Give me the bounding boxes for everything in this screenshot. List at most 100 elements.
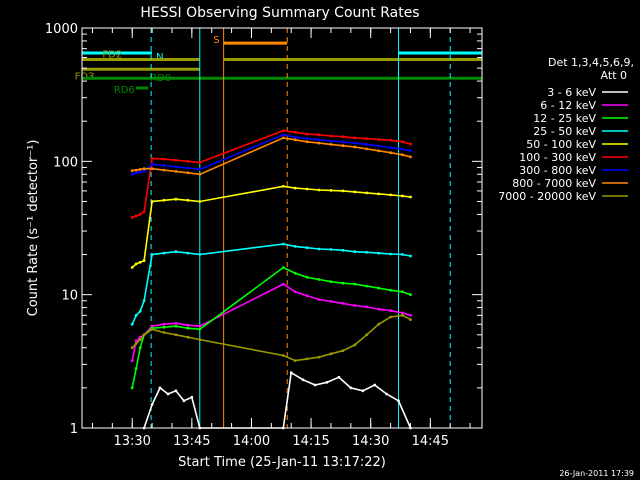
series-point-7000-20000-kev (389, 315, 392, 319)
series-point-800-7000-kev (134, 168, 138, 172)
flag-label-s: S (213, 35, 219, 46)
series-point-12-25-kev (186, 326, 190, 330)
series-group (130, 129, 412, 430)
series-point-50-100-kev (377, 192, 381, 196)
series-point-6-12-kev (186, 323, 190, 327)
series-point-3-6-kev (325, 380, 329, 384)
series-point-25-50-kev (186, 251, 190, 255)
series-point-100-300-kev (305, 132, 309, 136)
series-point-3-6-kev (289, 371, 293, 375)
series-point-25-50-kev (409, 254, 412, 258)
series-point-12-25-kev (401, 290, 404, 294)
series-point-300-800-kev (162, 164, 166, 167)
series-point-300-800-kev (174, 165, 178, 169)
series-point-3-6-kev (361, 389, 365, 393)
series-point-25-50-kev (389, 252, 392, 256)
series-point-100-300-kev (341, 135, 345, 139)
series-point-50-100-kev (138, 260, 142, 264)
series-point-800-7000-kev (377, 149, 381, 153)
series-point-7000-20000-kev (401, 313, 404, 317)
series-point-100-300-kev (365, 137, 369, 141)
series-point-300-800-kev (317, 138, 321, 142)
series-point-300-800-kev (134, 171, 138, 175)
series-point-50-100-kev (401, 194, 404, 198)
series-point-12-25-kev (281, 266, 285, 269)
series-point-50-100-kev (305, 187, 309, 191)
series-point-25-50-kev (317, 247, 321, 251)
series-point-50-100-kev (130, 266, 134, 269)
series-point-300-800-kev (389, 146, 392, 149)
series-point-300-800-kev (329, 139, 333, 143)
series-point-12-25-kev (353, 282, 357, 286)
series-point-800-7000-kev (409, 155, 412, 159)
series-point-6-12-kev (401, 311, 404, 315)
x-tick-label: 14:15 (292, 434, 329, 449)
series-point-100-300-kev (130, 216, 134, 219)
series-point-7000-20000-kev (281, 354, 285, 357)
y-tick-label: 10 (61, 289, 78, 304)
series-point-6-12-kev (409, 313, 412, 317)
legend-entry-100-300-kev: 100 - 300 keV (519, 151, 596, 164)
series-point-100-300-kev (198, 161, 202, 164)
series-point-7000-20000-kev (377, 322, 381, 326)
series-point-25-50-kev (341, 248, 345, 252)
series-point-50-100-kev (186, 198, 190, 202)
series-point-300-800-kev (293, 135, 297, 139)
series-point-50-100-kev (341, 189, 345, 193)
series-point-7000-20000-kev (317, 355, 321, 359)
x-tick-label: 14:30 (352, 434, 389, 449)
series-point-100-300-kev (134, 214, 138, 218)
series-point-300-800-kev (365, 143, 369, 146)
series-point-50-100-kev (365, 191, 369, 195)
series-point-3-6-kev (158, 386, 162, 390)
series-point-100-300-kev (329, 134, 333, 138)
series-point-7000-20000-kev (142, 333, 146, 337)
series-point-7000-20000-kev (174, 333, 178, 337)
legend-entry-12-25-kev: 12 - 25 keV (533, 112, 596, 125)
series-point-25-50-kev (281, 242, 285, 246)
chart-title: HESSI Observing Summary Count Rates (140, 5, 419, 21)
series-point-7000-20000-kev (198, 338, 202, 341)
series-point-6-12-kev (198, 324, 202, 328)
series-point-7000-20000-kev (293, 359, 297, 362)
series-point-3-6-kev (397, 399, 400, 403)
series-point-7000-20000-kev (341, 349, 345, 353)
series-point-100-300-kev (409, 142, 412, 146)
y-axis: 1 10 100 1000 (45, 22, 482, 437)
series-point-6-12-kev (174, 321, 178, 325)
series-point-100-300-kev (317, 133, 321, 137)
series-point-25-50-kev (305, 246, 309, 250)
series-point-6-12-kev (281, 282, 285, 286)
series-point-50-100-kev (329, 189, 333, 192)
series-point-12-25-kev (134, 367, 138, 370)
series-point-50-100-kev (198, 200, 202, 203)
series-point-300-800-kev (353, 141, 357, 145)
series-point-800-7000-kev (401, 153, 404, 157)
series-point-25-50-kev (293, 245, 297, 248)
series-point-100-300-kev (162, 157, 166, 161)
series-point-7000-20000-kev (186, 335, 190, 339)
series-point-800-7000-kev (162, 168, 166, 172)
series-point-100-300-kev (377, 138, 381, 141)
series-point-50-100-kev (409, 195, 412, 199)
series-point-12-25-kev (341, 281, 345, 285)
series-point-3-6-kev (182, 399, 186, 403)
series-point-800-7000-kev (353, 145, 357, 149)
series-point-800-7000-kev (293, 138, 297, 142)
series-point-6-12-kev (377, 307, 381, 311)
legend-entry-25-50-kev: 25 - 50 keV (533, 125, 596, 138)
series-point-25-50-kev (353, 250, 357, 254)
series-point-25-50-kev (174, 250, 178, 254)
series-point-25-50-kev (134, 313, 138, 317)
series-point-100-300-kev (186, 159, 190, 163)
series-point-50-100-kev (134, 262, 138, 266)
series-point-3-6-kev (190, 395, 194, 399)
series-point-800-7000-kev (174, 170, 178, 173)
series-point-50-100-kev (317, 188, 321, 192)
series-point-3-6-kev (174, 389, 178, 393)
y-axis-label: Count Rate (s⁻¹ detector⁻¹) (26, 140, 41, 317)
series-point-25-50-kev (130, 322, 134, 326)
series-point-100-300-kev (174, 158, 178, 162)
series-point-3-6-kev (301, 378, 305, 382)
